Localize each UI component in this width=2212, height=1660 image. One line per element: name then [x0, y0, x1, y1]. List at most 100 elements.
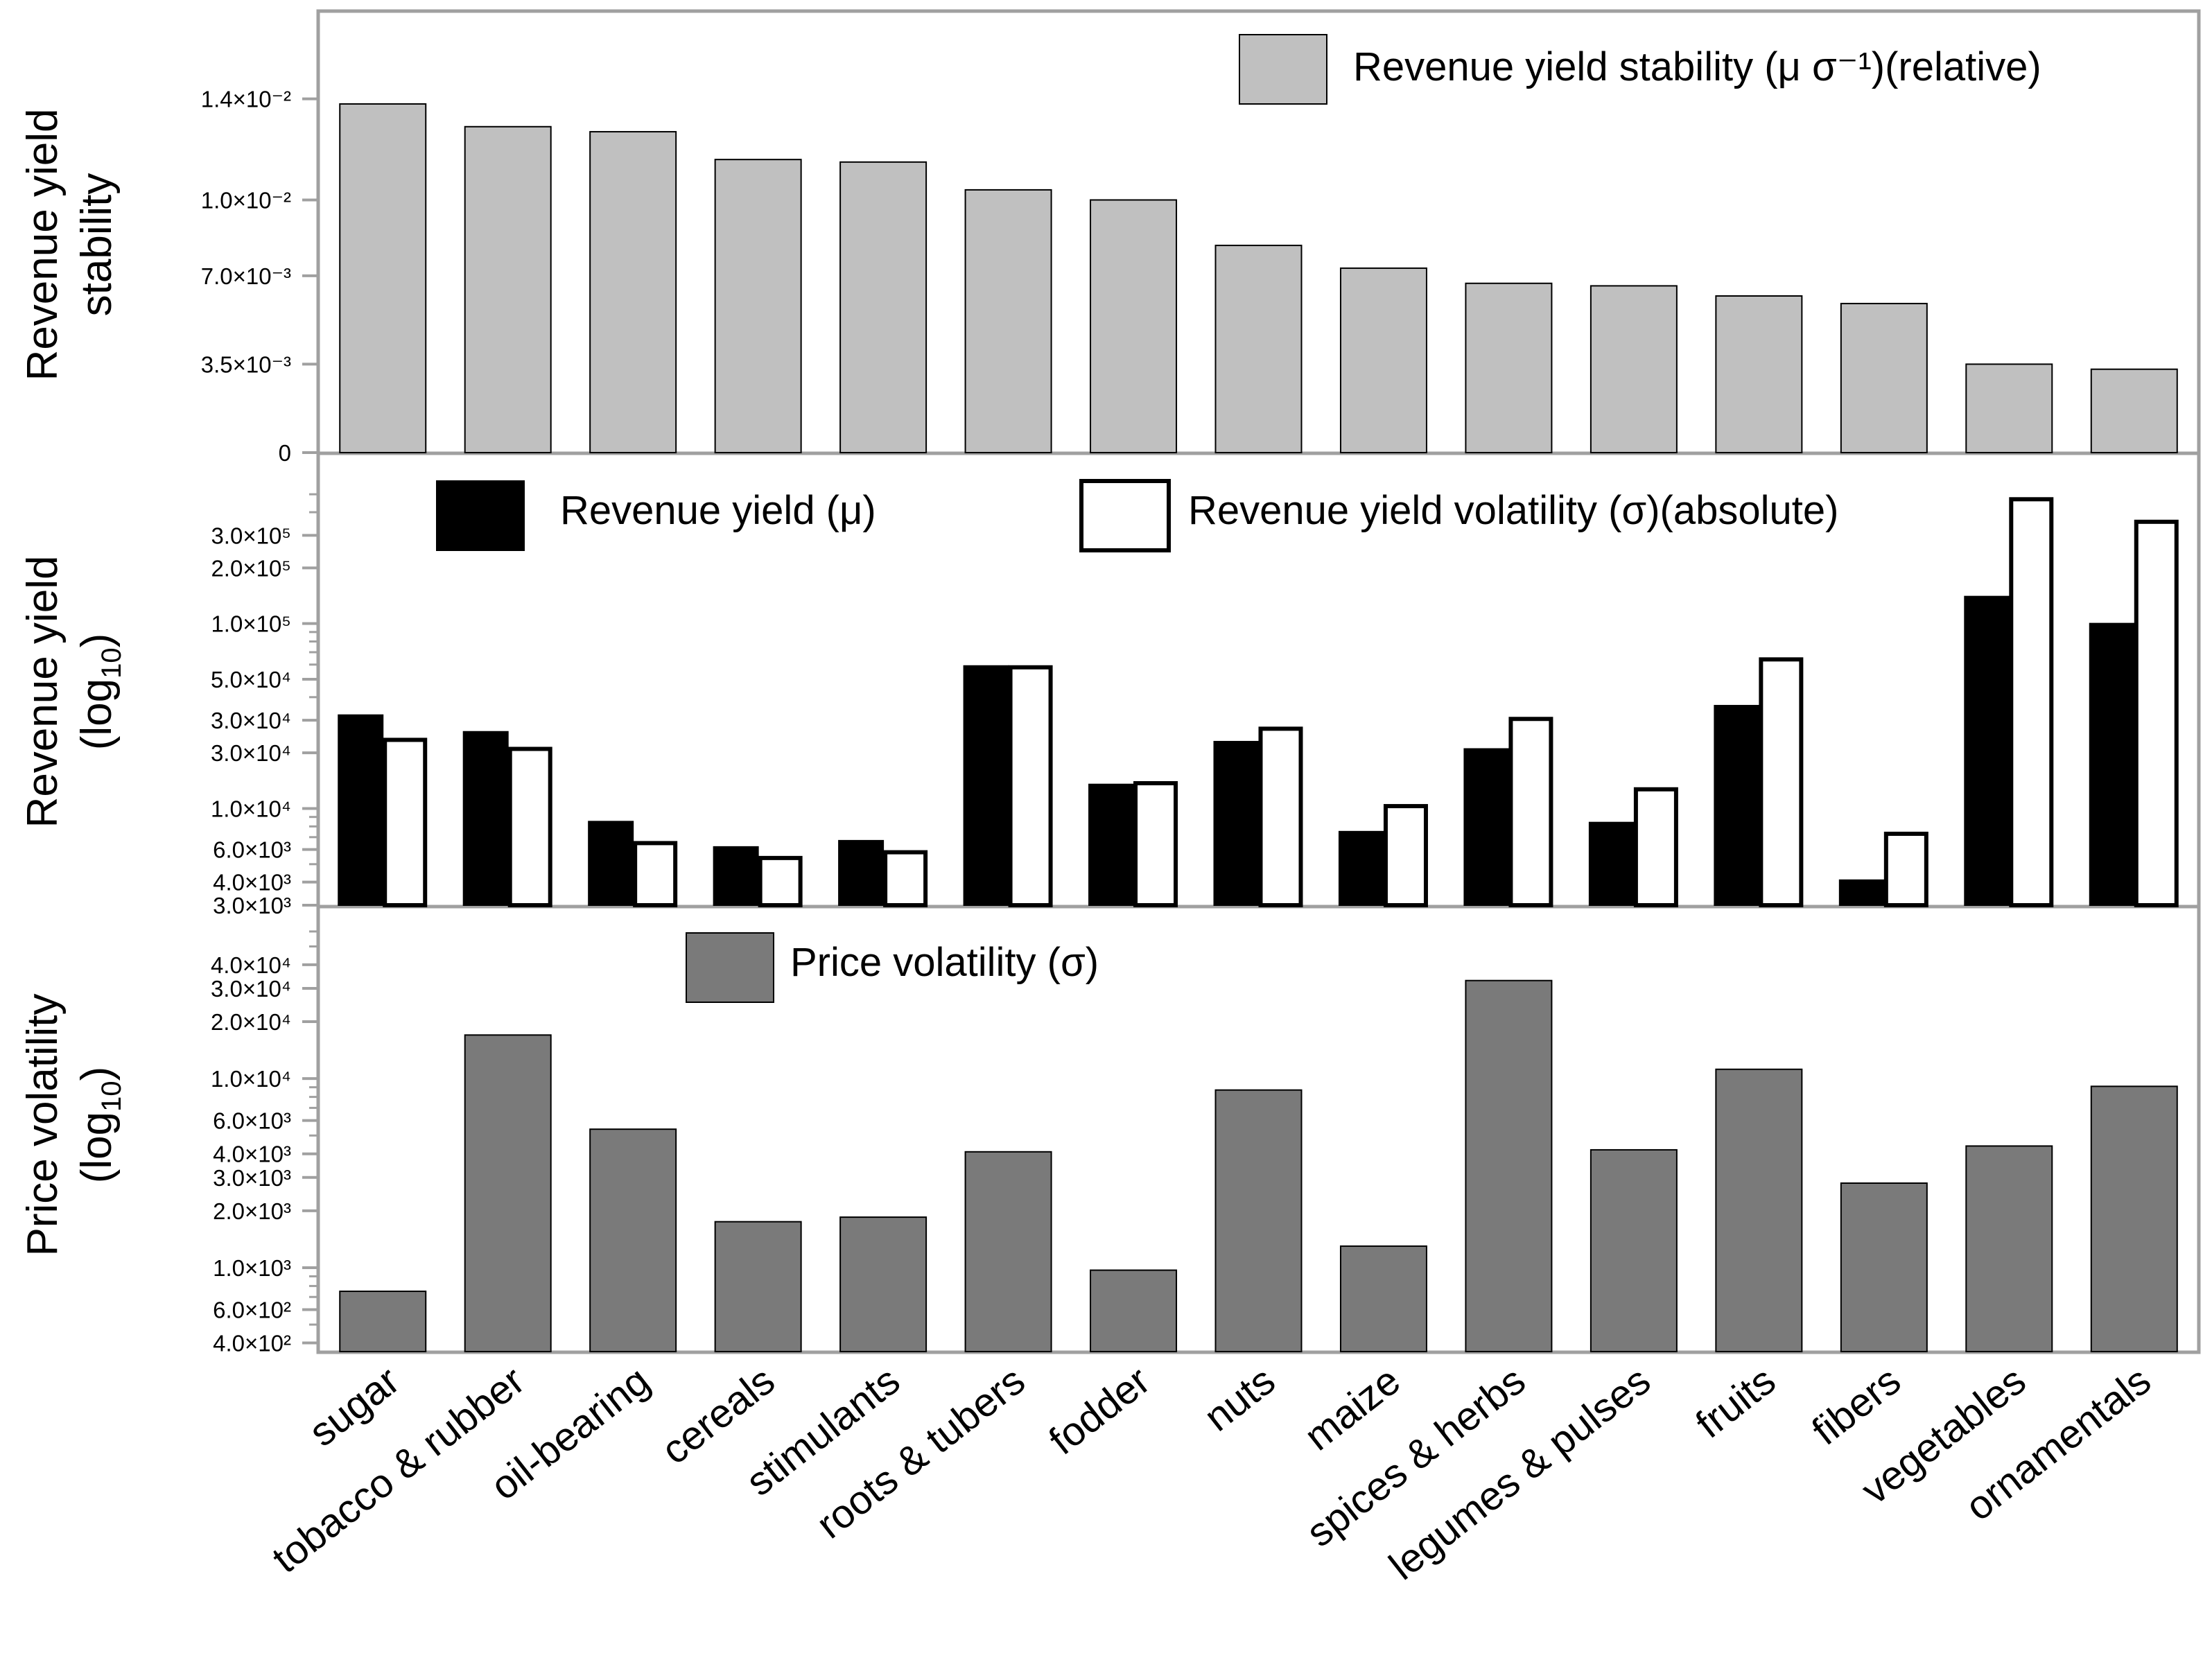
- bar-price-0: [339, 1291, 427, 1352]
- y-tick-label-2-10: 4.0×10⁴: [211, 952, 291, 978]
- bar-volatility-14: [2134, 519, 2179, 907]
- axis-title-middle-sub: 10: [96, 647, 127, 679]
- bar-stability-10: [1590, 285, 1678, 453]
- bar-volatility-10: [1633, 787, 1678, 907]
- y-tick-label-1-1: 4.0×10³: [213, 870, 291, 895]
- bar-price-5: [964, 1151, 1052, 1352]
- bar-volatility-7: [1258, 726, 1303, 908]
- y-tick-label-1-4: 3.0×10⁴: [211, 740, 291, 766]
- bar-price-6: [1090, 1269, 1178, 1352]
- axis-title-middle-log: (log: [73, 679, 121, 750]
- bar-stability-13: [1965, 363, 2053, 454]
- legend-label-yield: Revenue yield (μ): [560, 488, 876, 533]
- bar-stability-11: [1715, 295, 1803, 453]
- ticks-layer: 0 3.5×10⁻³ 7.0×10⁻³ 1.0×10⁻² 1.4×10⁻² 3.0×10³…: [201, 87, 319, 1356]
- bar-price-11: [1715, 1068, 1803, 1352]
- axis-title-middle-close: ): [73, 634, 121, 648]
- bar-yield-8: [1338, 830, 1384, 906]
- bar-stability-5: [964, 189, 1052, 453]
- bar-volatility-5: [1008, 665, 1053, 907]
- y-tick-label-2-6: 6.0×10³: [213, 1108, 291, 1134]
- y-tick-label-0-2: 7.0×10⁻³: [201, 263, 291, 289]
- axis-title-middle-line1: Revenue yield: [19, 556, 67, 828]
- bar-price-2: [589, 1128, 677, 1353]
- bar-price-12: [1840, 1182, 1928, 1353]
- y-tick-label-1-2: 6.0×10³: [213, 837, 291, 863]
- bar-price-1: [464, 1034, 552, 1353]
- y-tick-label-1-8: 2.0×10⁵: [211, 555, 291, 581]
- y-tick-label-2-8: 2.0×10⁴: [211, 1009, 291, 1035]
- axis-title-bottom: Price volatility (log10): [19, 994, 127, 1257]
- y-tick-label-2-5: 4.0×10³: [213, 1142, 291, 1167]
- y-tick-label-2-0: 4.0×10²: [213, 1331, 291, 1356]
- bar-stability-2: [589, 131, 677, 453]
- bar-yield-14: [2089, 622, 2135, 906]
- bar-stability-12: [1840, 302, 1928, 453]
- bar-volatility-11: [1759, 657, 1804, 907]
- axis-title-top-line1: Revenue yield: [19, 109, 67, 381]
- bar-volatility-2: [633, 841, 678, 907]
- y-tick-label-1-6: 5.0×10⁴: [211, 667, 291, 692]
- bar-yield-0: [338, 714, 384, 907]
- y-tick-label-1-0: 3.0×10³: [213, 893, 291, 918]
- bar-volatility-8: [1383, 804, 1428, 907]
- y-tick-label-1-3: 1.0×10⁴: [211, 796, 291, 821]
- bar-stability-1: [464, 125, 552, 453]
- bar-price-7: [1214, 1089, 1303, 1352]
- bar-yield-9: [1463, 748, 1510, 906]
- bar-yield-1: [462, 731, 509, 907]
- bar-yield-3: [713, 846, 759, 907]
- legend-swatch-yield: [436, 480, 525, 551]
- bar-yield-7: [1213, 740, 1260, 907]
- legend-middle: Revenue yield (μ) Revenue yield volatili…: [436, 479, 1838, 552]
- y-tick-label-2-3: 2.0×10³: [213, 1198, 291, 1224]
- bar-yield-12: [1838, 879, 1885, 906]
- bar-volatility-3: [758, 855, 803, 908]
- bar-volatility-12: [1883, 831, 1928, 907]
- bar-price-3: [714, 1221, 802, 1353]
- y-tick-label-2-7: 1.0×10⁴: [211, 1066, 291, 1092]
- bar-stability-9: [1465, 282, 1553, 453]
- legend-label-volatility: Revenue yield volatility (σ)(absolute): [1188, 488, 1838, 533]
- bar-price-10: [1590, 1148, 1678, 1352]
- bar-stability-4: [839, 161, 928, 453]
- y-tick-label-2-9: 3.0×10⁴: [211, 976, 291, 1002]
- bar-stability-14: [2090, 368, 2178, 453]
- bar-volatility-13: [2009, 497, 2054, 907]
- bar-yield-4: [838, 839, 885, 906]
- bar-yield-5: [963, 665, 1009, 906]
- axis-title-bottom-log: (log: [73, 1112, 121, 1183]
- bar-volatility-1: [507, 746, 552, 907]
- axis-title-bottom-line2: (log10): [73, 1067, 127, 1184]
- bar-stability-8: [1339, 267, 1427, 453]
- bar-volatility-9: [1508, 717, 1553, 907]
- legend-swatch-stability: [1239, 34, 1327, 105]
- bar-stability-6: [1090, 199, 1178, 453]
- legend-swatch-price: [686, 932, 774, 1003]
- bar-volatility-0: [383, 737, 428, 907]
- y-tick-label-1-9: 3.0×10⁵: [211, 523, 291, 548]
- bar-price-13: [1965, 1145, 2053, 1353]
- axis-title-bottom-close: ): [73, 1067, 121, 1081]
- bar-price-4: [839, 1216, 928, 1353]
- bar-price-14: [2090, 1085, 2178, 1352]
- bars-layer: [338, 103, 2179, 1353]
- axis-title-bottom-sub: 10: [96, 1081, 127, 1112]
- bar-yield-13: [1964, 595, 2010, 906]
- axis-title-middle-line2: (log10): [73, 634, 127, 751]
- bar-yield-10: [1588, 821, 1635, 907]
- y-tick-label-2-2: 1.0×10³: [213, 1255, 291, 1281]
- y-tick-label-0-4: 1.4×10⁻²: [201, 87, 291, 112]
- legend-bottom: Price volatility (σ): [686, 932, 1099, 1003]
- bar-stability-3: [714, 159, 802, 453]
- y-tick-label-0-0: 0: [279, 440, 291, 466]
- bar-stability-0: [339, 103, 427, 453]
- bar-yield-11: [1714, 705, 1760, 907]
- legend-swatch-volatility: [1079, 479, 1171, 552]
- y-tick-label-1-7: 1.0×10⁵: [211, 611, 291, 637]
- y-tick-label-1-5: 3.0×10⁴: [211, 708, 291, 733]
- y-tick-label-0-1: 3.5×10⁻³: [201, 351, 291, 377]
- y-tick-label-0-3: 1.0×10⁻²: [201, 187, 291, 213]
- bar-yield-6: [1088, 783, 1135, 906]
